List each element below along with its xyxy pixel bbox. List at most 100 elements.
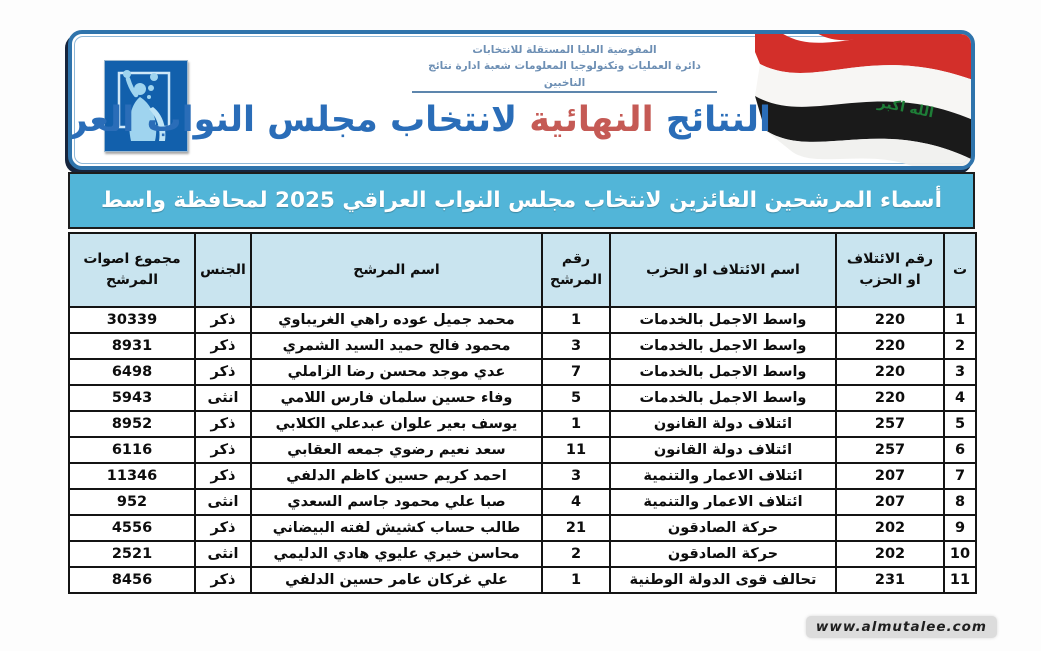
cell-seq: 6 <box>943 436 977 464</box>
cell-votes: 4556 <box>68 514 196 542</box>
cell-candidate-name: وفاء حسين سلمان فارس اللامي <box>250 384 543 412</box>
cell-coalition-name: واسط الاجمل بالخدمات <box>609 358 837 386</box>
commission-text: المفوضية العليا المستقلة للانتخابات دائر… <box>407 42 722 91</box>
cell-seq: 2 <box>943 332 977 360</box>
cell-candidate-name: سعد نعيم رضوي جمعه العقابي <box>250 436 543 464</box>
watermark-text: www.almutalee.com <box>815 619 987 635</box>
table-row: 1 220 واسط الاجمل بالخدمات 1 محمد جميل ع… <box>68 306 977 334</box>
cell-gender: ذكر <box>194 332 252 360</box>
cell-coalition-number: 202 <box>835 540 945 568</box>
cell-coalition-name: ائتلاف الاعمار والتنمية <box>609 488 837 516</box>
cell-candidate-name: محاسن خيري عليوي هادي الدليمي <box>250 540 543 568</box>
cell-votes: 6116 <box>68 436 196 464</box>
cell-votes: 8456 <box>68 566 196 594</box>
cell-seq: 10 <box>943 540 977 568</box>
cell-votes: 2521 <box>68 540 196 568</box>
cell-gender: ذكر <box>194 462 252 490</box>
cell-seq: 9 <box>943 514 977 542</box>
cell-coalition-number: 257 <box>835 436 945 464</box>
ihec-logo <box>104 60 188 152</box>
table-row: 10 202 حركة الصادقون 2 محاسن خيري عليوي … <box>68 540 977 568</box>
cell-coalition-name: واسط الاجمل بالخدمات <box>609 306 837 334</box>
cell-gender: انثى <box>194 384 252 412</box>
table-row: 9 202 حركة الصادقون 21 طالب حساب كشيش لف… <box>68 514 977 542</box>
ihec-logo-icon <box>105 61 185 149</box>
title-part2: النهائية <box>529 100 654 140</box>
iraq-flag-ribbon-icon: الله اكبر <box>755 34 971 166</box>
cell-coalition-number: 220 <box>835 306 945 334</box>
col-header-candidate-number: رقم المرشح <box>541 232 611 308</box>
cell-candidate-name: محمود فالح حميد السيد الشمري <box>250 332 543 360</box>
cell-coalition-number: 257 <box>835 410 945 438</box>
cell-gender: ذكر <box>194 514 252 542</box>
col-header-gender: الجنس <box>194 232 252 308</box>
cell-candidate-number: 5 <box>541 384 611 412</box>
cell-candidate-name: علي غركان عامر حسين الدلفي <box>250 566 543 594</box>
cell-coalition-name: واسط الاجمل بالخدمات <box>609 332 837 360</box>
table-row: 11 231 تحالف قوى الدولة الوطنية 1 علي غر… <box>68 566 977 594</box>
watermark: www.almutalee.com <box>805 616 997 638</box>
cell-gender: ذكر <box>194 566 252 594</box>
cell-coalition-name: حركة الصادقون <box>609 514 837 542</box>
results-table: ت رقم الائتلاف او الحزب اسم الائتلاف او … <box>68 232 977 594</box>
table-row: 8 207 ائتلاف الاعمار والتنمية 4 صبا علي … <box>68 488 977 516</box>
cell-coalition-number: 231 <box>835 566 945 594</box>
commission-line1: المفوضية العليا المستقلة للانتخابات <box>472 44 657 56</box>
cell-coalition-number: 220 <box>835 332 945 360</box>
cell-gender: انثى <box>194 540 252 568</box>
cell-candidate-number: 21 <box>541 514 611 542</box>
cell-candidate-name: احمد كريم حسين كاظم الدلفي <box>250 462 543 490</box>
cell-candidate-name: طالب حساب كشيش لفته البيضاني <box>250 514 543 542</box>
subtitle-text: أسماء المرشحين الفائزين لانتخاب مجلس الن… <box>101 188 942 213</box>
cell-coalition-name: تحالف قوى الدولة الوطنية <box>609 566 837 594</box>
cell-seq: 1 <box>943 306 977 334</box>
table-row: 7 207 ائتلاف الاعمار والتنمية 3 احمد كري… <box>68 462 977 490</box>
table-row: 6 257 ائتلاف دولة القانون 11 سعد نعيم رض… <box>68 436 977 464</box>
cell-votes: 5943 <box>68 384 196 412</box>
cell-candidate-name: صبا علي محمود جاسم السعدي <box>250 488 543 516</box>
cell-coalition-name: ائتلاف دولة القانون <box>609 410 837 438</box>
cell-coalition-name: حركة الصادقون <box>609 540 837 568</box>
results-table-body: 1 220 واسط الاجمل بالخدمات 1 محمد جميل ع… <box>68 306 977 594</box>
main-title: النتائج النهائية لانتخاب مجلس النواب الع… <box>72 100 772 140</box>
cell-candidate-name: يوسف بعير علوان عبدعلي الكلابي <box>250 410 543 438</box>
cell-votes: 952 <box>68 488 196 516</box>
cell-votes: 8931 <box>68 332 196 360</box>
table-row: 4 220 واسط الاجمل بالخدمات 5 وفاء حسين س… <box>68 384 977 412</box>
commission-underline <box>412 91 717 93</box>
document-header: الله اكبر المفوضية العليا المستقلة للانت… <box>68 30 975 170</box>
cell-votes: 8952 <box>68 410 196 438</box>
cell-candidate-number: 4 <box>541 488 611 516</box>
subtitle-bar: أسماء المرشحين الفائزين لانتخاب مجلس الن… <box>68 172 975 229</box>
cell-votes: 30339 <box>68 306 196 334</box>
cell-coalition-number: 207 <box>835 488 945 516</box>
cell-seq: 7 <box>943 462 977 490</box>
cell-candidate-number: 1 <box>541 566 611 594</box>
col-header-seq: ت <box>943 232 977 308</box>
cell-coalition-number: 220 <box>835 358 945 386</box>
cell-coalition-name: واسط الاجمل بالخدمات <box>609 384 837 412</box>
cell-votes: 6498 <box>68 358 196 386</box>
table-row: 5 257 ائتلاف دولة القانون 1 يوسف بعير عل… <box>68 410 977 438</box>
cell-coalition-number: 220 <box>835 384 945 412</box>
cell-coalition-number: 202 <box>835 514 945 542</box>
cell-gender: ذكر <box>194 358 252 386</box>
cell-seq: 8 <box>943 488 977 516</box>
cell-gender: ذكر <box>194 410 252 438</box>
cell-votes: 11346 <box>68 462 196 490</box>
cell-gender: ذكر <box>194 436 252 464</box>
cell-candidate-number: 1 <box>541 410 611 438</box>
cell-seq: 5 <box>943 410 977 438</box>
cell-candidate-number: 3 <box>541 462 611 490</box>
cell-gender: ذكر <box>194 306 252 334</box>
table-row: 3 220 واسط الاجمل بالخدمات 7 عدي موجد مح… <box>68 358 977 386</box>
col-header-votes: مجموع اصوات المرشح <box>68 232 196 308</box>
title-part3: لانتخاب مجلس النواب العراقي <box>68 100 518 140</box>
cell-candidate-number: 3 <box>541 332 611 360</box>
cell-candidate-name: محمد جميل عوده راهي الغريباوي <box>250 306 543 334</box>
cell-coalition-name: ائتلاف دولة القانون <box>609 436 837 464</box>
cell-coalition-name: ائتلاف الاعمار والتنمية <box>609 462 837 490</box>
col-header-coalition-name: اسم الائتلاف او الحزب <box>609 232 837 308</box>
cell-candidate-number: 7 <box>541 358 611 386</box>
